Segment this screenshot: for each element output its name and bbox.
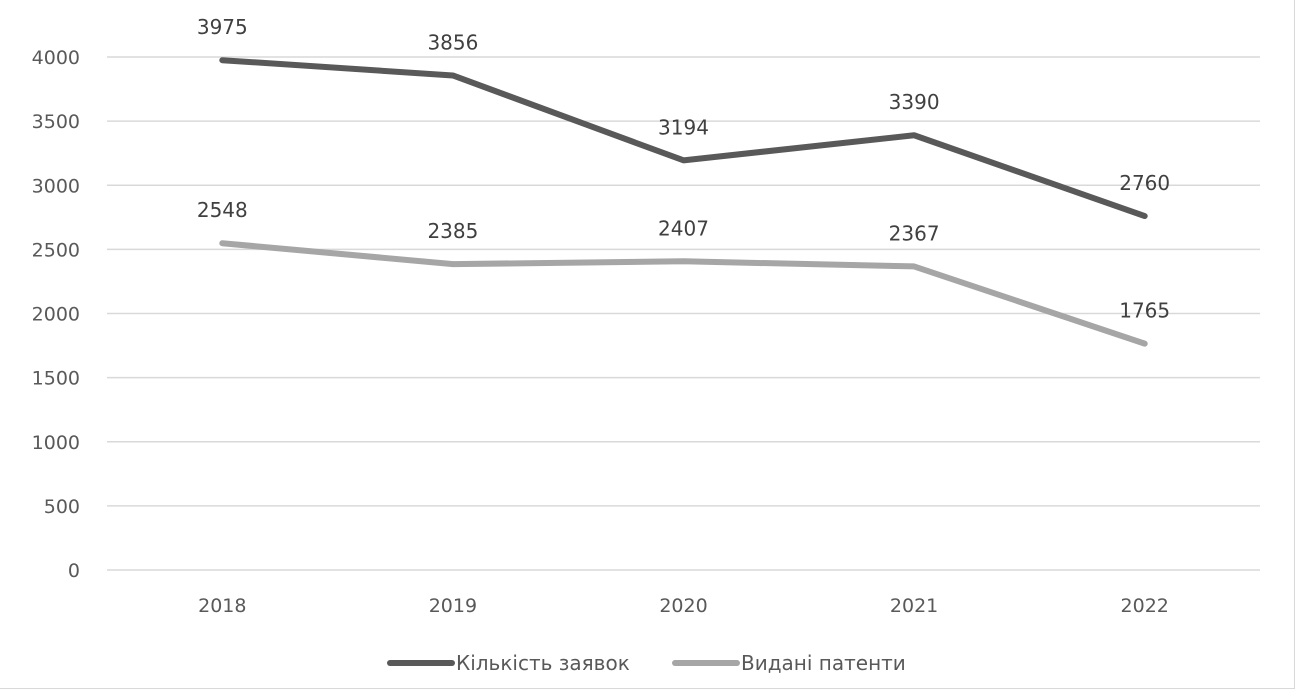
data-label: 2367 (889, 221, 940, 245)
data-label: 2760 (1119, 171, 1170, 195)
data-label: 2548 (197, 198, 248, 222)
x-tick-label: 2019 (429, 595, 477, 617)
legend: Кількість заявок Видані патенти (387, 651, 906, 675)
data-label: 2407 (658, 216, 709, 240)
y-tick-label: 3500 (32, 111, 80, 133)
legend-label-1: Кількість заявок (456, 651, 630, 675)
data-label: 3975 (197, 15, 248, 39)
y-tick-label: 4000 (32, 47, 80, 69)
y-tick-label: 1500 (32, 368, 80, 390)
data-label: 3390 (889, 90, 940, 114)
data-label: 2385 (427, 219, 478, 243)
legend-label-2: Видані патенти (741, 651, 906, 675)
y-tick-label: 2000 (32, 304, 80, 326)
x-tick-label: 2022 (1121, 595, 1169, 617)
data-label: 1765 (1119, 299, 1170, 323)
series-line-2 (219, 240, 1148, 347)
y-tick-label: 2500 (32, 239, 80, 261)
x-axis-ticks: 2018 2019 2020 2021 2022 (198, 595, 1169, 617)
y-axis-ticks: 0 500 1000 1500 2000 2500 3000 3500 4000 (32, 47, 80, 582)
x-tick-label: 2020 (659, 595, 707, 617)
series-lines (219, 57, 1148, 347)
data-labels: 3975 3856 3194 3390 2760 2548 2385 2407 2367 1765 (197, 15, 1170, 322)
y-tick-label: 3000 (32, 175, 80, 197)
y-tick-label: 1000 (32, 432, 80, 454)
data-label: 3194 (658, 115, 709, 139)
y-tick-label: 0 (68, 560, 80, 582)
x-tick-label: 2021 (890, 595, 938, 617)
data-label: 3856 (427, 30, 478, 54)
y-tick-label: 500 (44, 496, 80, 518)
x-tick-label: 2018 (198, 595, 246, 617)
series-line-1 (219, 57, 1148, 220)
